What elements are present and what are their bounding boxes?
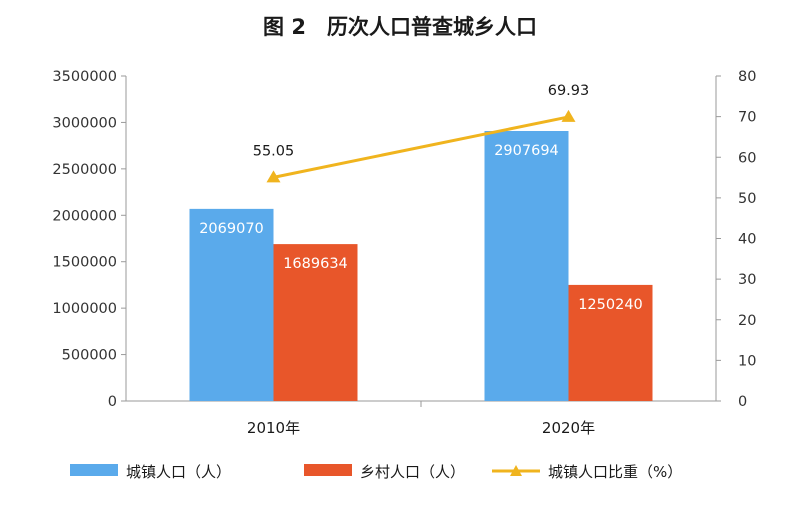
legend-label: 城镇人口（人）	[126, 463, 231, 481]
chart-title: 图 2 历次人口普查城乡人口	[263, 15, 537, 39]
left-tick-label: 3000000	[52, 115, 117, 131]
legend-label: 城镇人口比重（%）	[548, 463, 682, 481]
bar-value-label: 1250240	[578, 297, 643, 313]
line-value-label: 69.93	[548, 83, 590, 99]
left-tick-label: 1500000	[52, 255, 117, 271]
bar	[568, 284, 653, 401]
right-tick-label: 20	[738, 313, 756, 329]
legend-swatch	[70, 464, 118, 476]
legend-label: 乡村人口（人）	[360, 463, 465, 481]
bar-value-label: 1689634	[283, 256, 348, 272]
line-value-label: 55.05	[253, 143, 295, 159]
axes: 0 500000 1000000 1500000 2000000 2500000 30000…	[52, 69, 756, 437]
line-point-marker	[561, 109, 576, 122]
bar-value-label: 2907694	[494, 143, 559, 159]
legend-swatch	[304, 464, 352, 476]
right-tick-label: 50	[738, 191, 756, 207]
category-label: 2020年	[542, 419, 595, 437]
category-label: 2010年	[247, 419, 300, 437]
right-tick-label: 10	[738, 353, 756, 369]
legend: 城镇人口（人） 乡村人口（人） 城镇人口比重（%）	[70, 463, 682, 481]
series-line	[273, 115, 569, 179]
right-tick-label: 60	[738, 150, 756, 166]
left-tick-label: 1000000	[52, 301, 117, 317]
line-point-marker	[266, 170, 281, 183]
left-tick-label: 500000	[62, 348, 117, 364]
left-tick-label: 3500000	[52, 69, 117, 85]
bars: 2069070 1689634 2907694 1250240	[189, 130, 653, 401]
right-tick-label: 70	[738, 110, 756, 126]
right-tick-label: 30	[738, 272, 756, 288]
left-tick-label: 2500000	[52, 162, 117, 178]
bar	[484, 130, 569, 401]
legend-marker	[510, 465, 522, 476]
bar	[273, 244, 358, 401]
right-tick-label: 80	[738, 69, 756, 85]
bar	[189, 208, 274, 401]
bar-value-label: 2069070	[199, 221, 264, 237]
line-series: 55.05 69.93	[253, 83, 590, 183]
left-tick-label: 0	[108, 394, 117, 410]
left-tick-label: 2000000	[52, 208, 117, 224]
right-tick-label: 40	[738, 232, 756, 248]
right-tick-label: 0	[738, 394, 747, 410]
